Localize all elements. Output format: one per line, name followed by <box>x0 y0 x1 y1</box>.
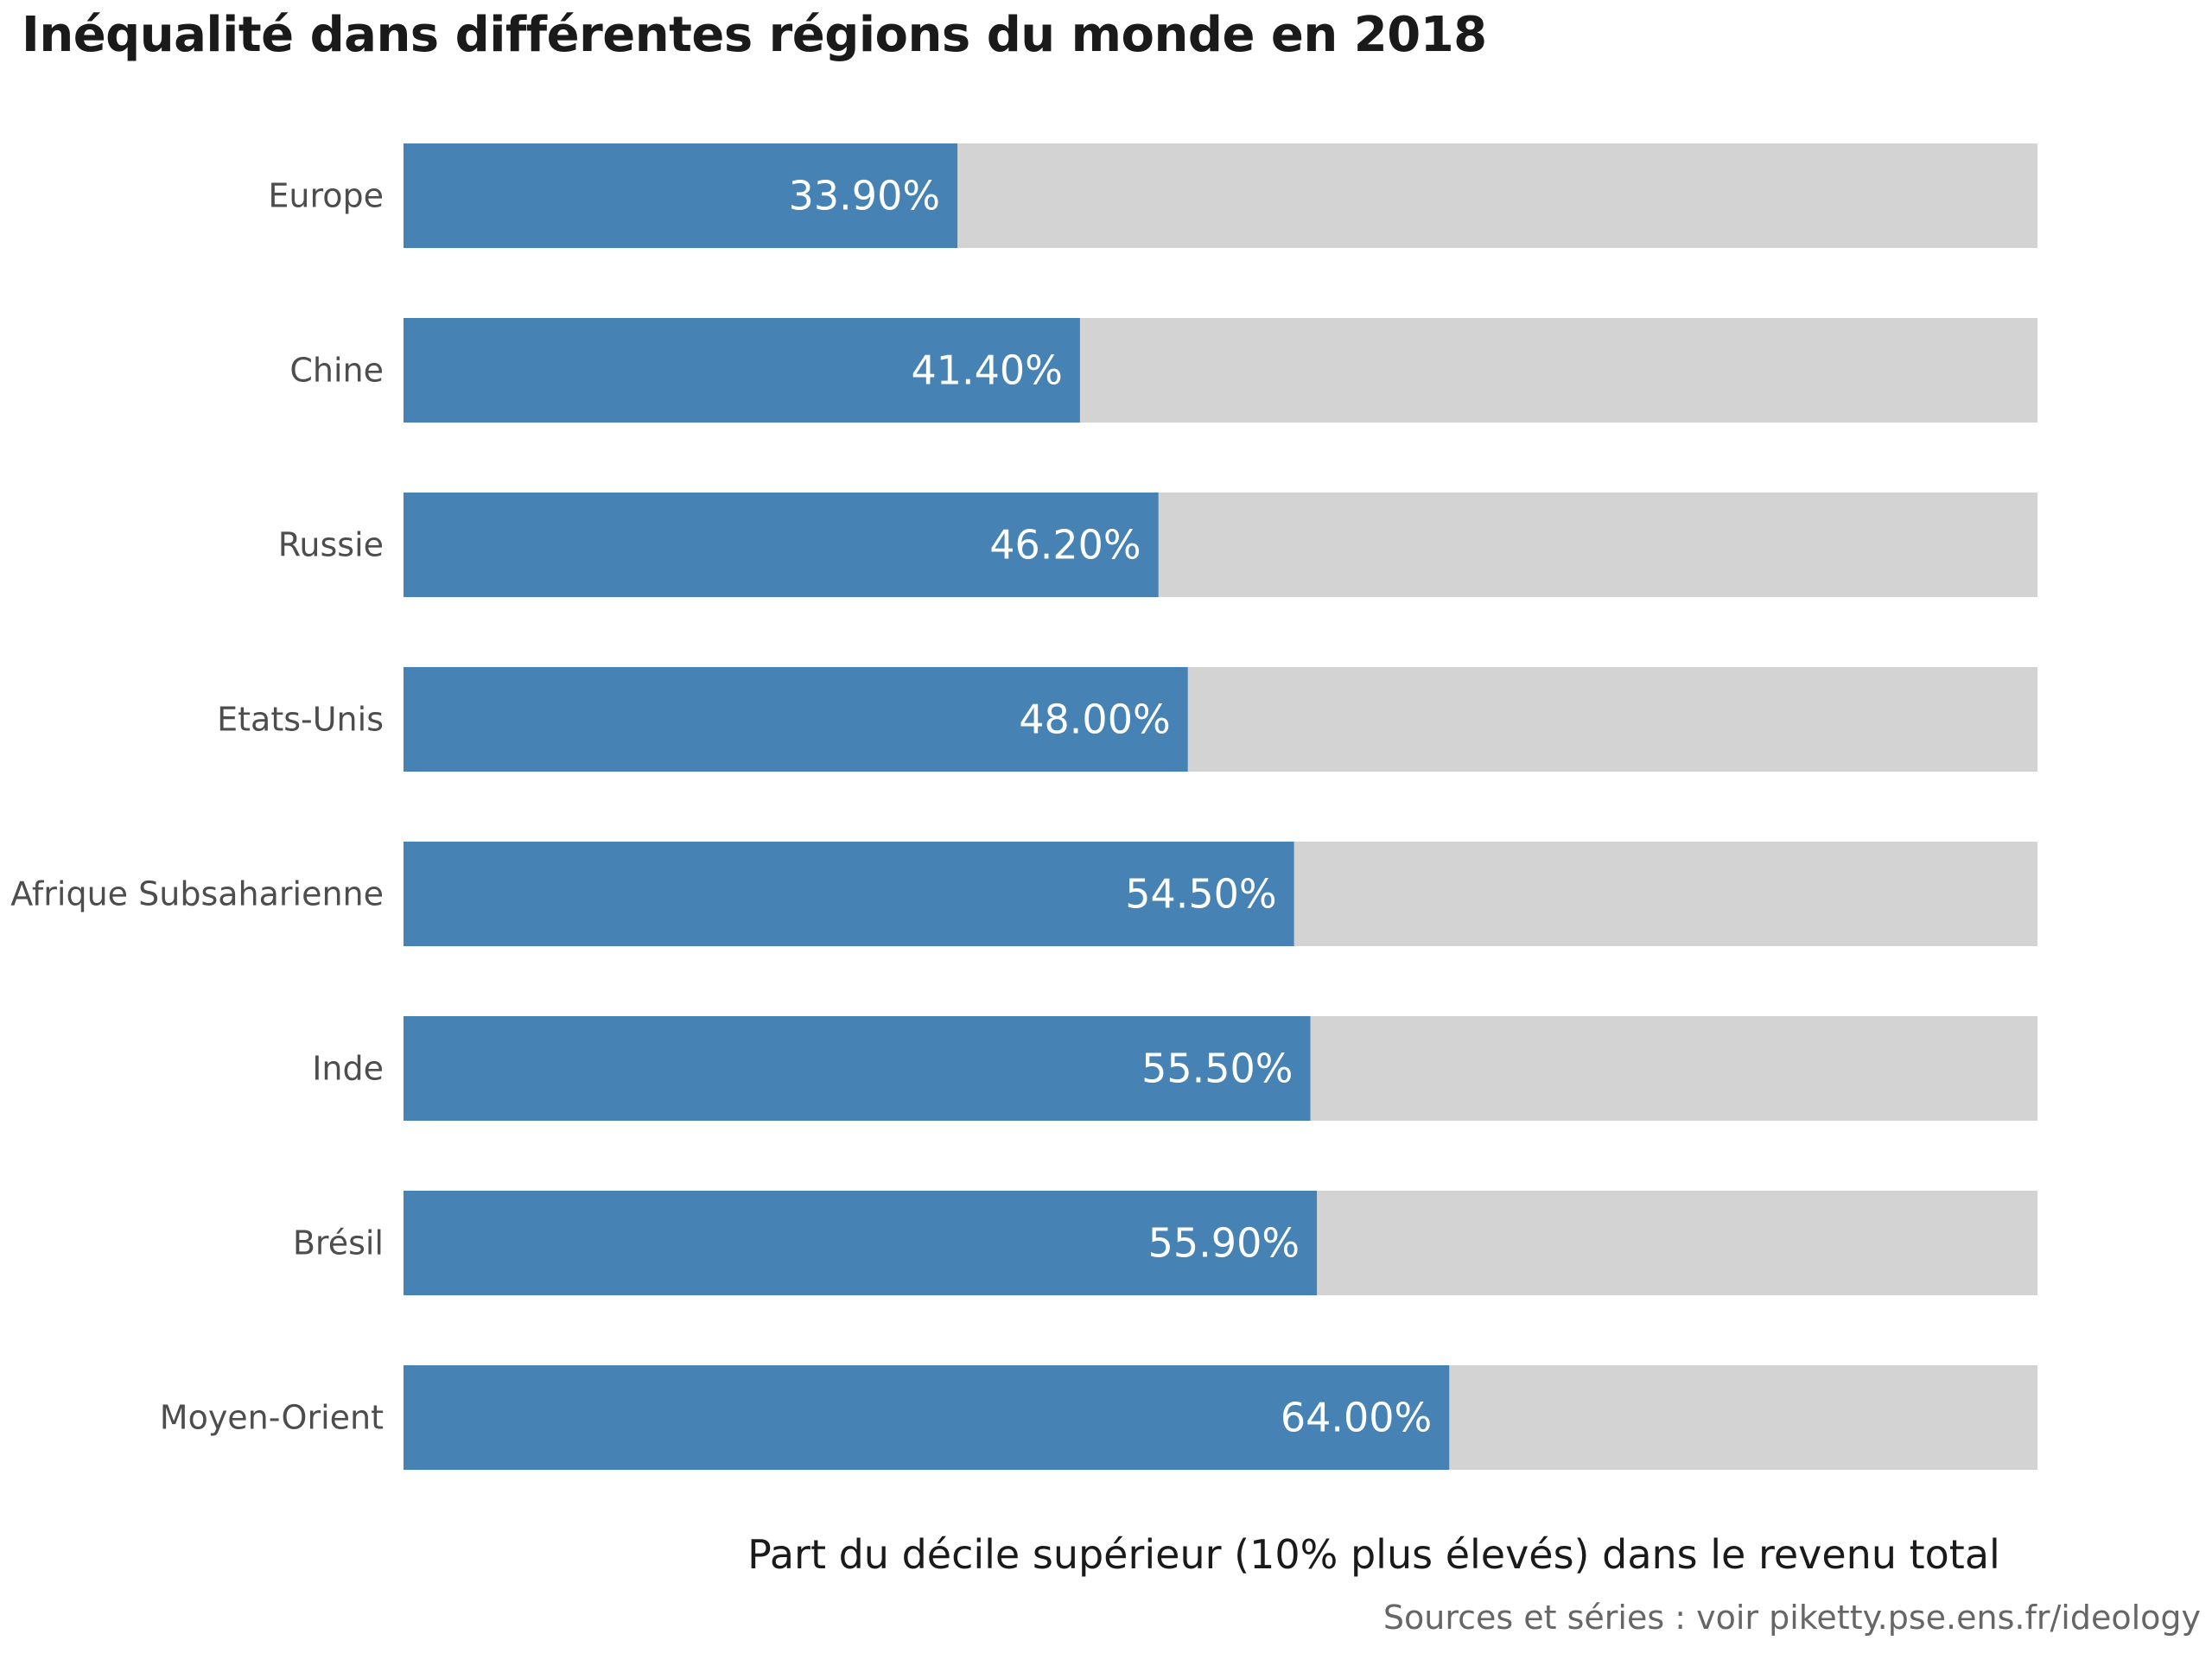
bar <box>404 667 1188 772</box>
category-label: Afrique Subsaharienne <box>10 875 384 913</box>
chart-title: Inéqualité dans différentes régions du m… <box>22 7 1487 63</box>
x-axis-label: Part du décile supérieur (10% plus élevé… <box>747 1531 2000 1578</box>
bar <box>404 1365 1450 1470</box>
value-label: 64.00% <box>1281 1395 1432 1441</box>
category-label: Moyen-Orient <box>160 1399 384 1437</box>
bar <box>404 493 1159 597</box>
value-label: 48.00% <box>1019 696 1170 743</box>
value-label: 41.40% <box>911 347 1062 394</box>
category-label: Chine <box>289 352 384 390</box>
category-label: Inde <box>312 1050 384 1088</box>
category-label: Russie <box>278 526 384 564</box>
category-label: Brésil <box>293 1224 384 1262</box>
value-label: 33.90% <box>789 173 940 219</box>
bar <box>404 143 958 248</box>
value-label: 54.50% <box>1125 871 1276 918</box>
bar <box>404 318 1080 423</box>
value-label: 46.20% <box>989 522 1141 569</box>
bar <box>404 1191 1318 1295</box>
category-label: Etats-Unis <box>217 701 384 739</box>
bar <box>404 1016 1311 1121</box>
value-label: 55.90% <box>1148 1220 1300 1267</box>
bar <box>404 842 1294 946</box>
value-label: 55.50% <box>1141 1046 1293 1092</box>
category-label: Europe <box>268 177 384 215</box>
source-note: Sources et séries : voir piketty.pse.ens… <box>1382 1599 2201 1637</box>
